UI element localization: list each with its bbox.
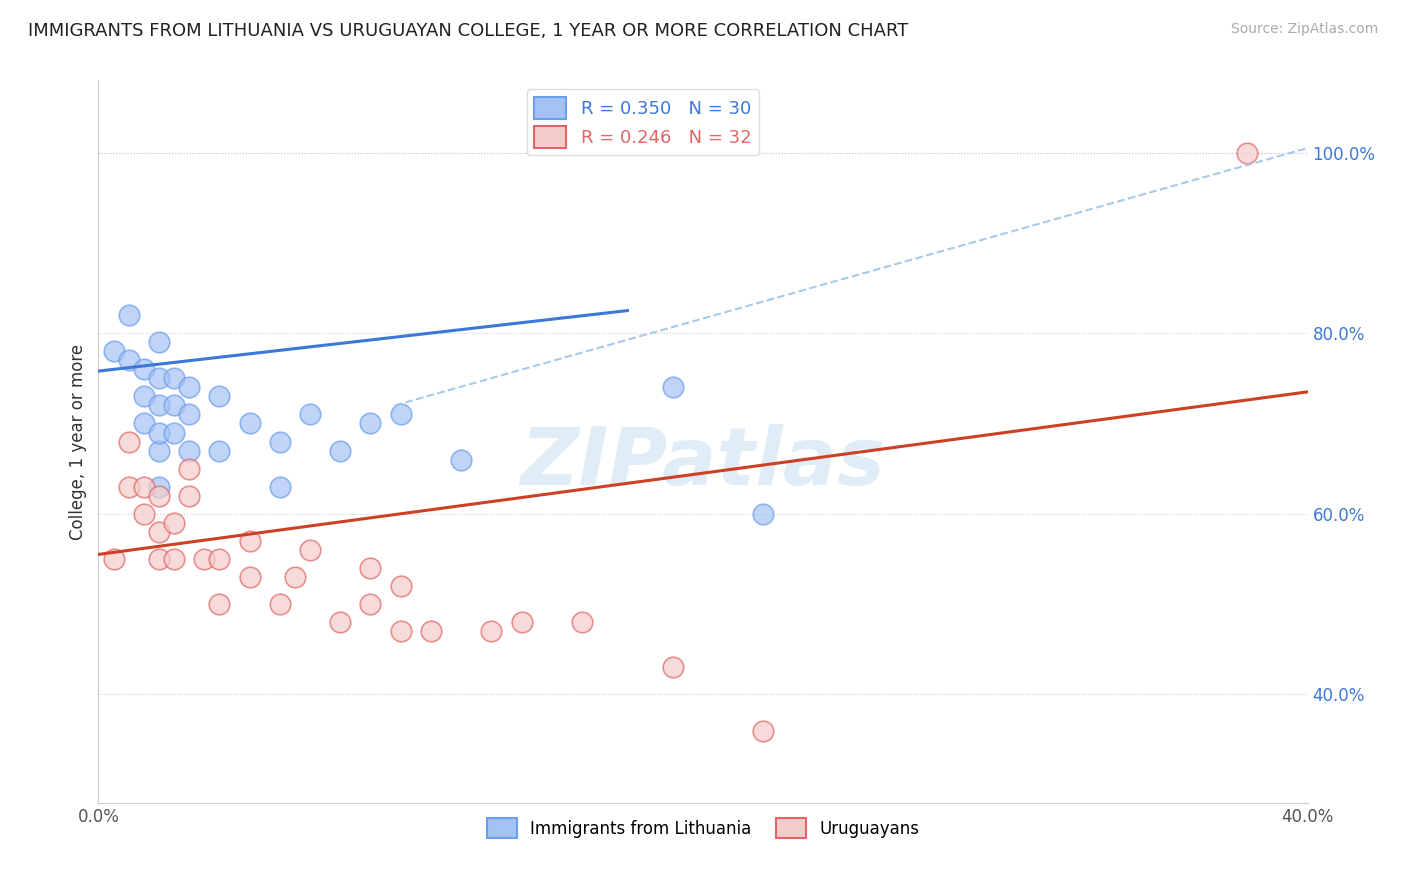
Point — [239, 417, 262, 431]
Point — [163, 425, 186, 440]
Point — [661, 660, 683, 674]
Point — [269, 597, 291, 611]
Point — [148, 480, 170, 494]
Point — [118, 353, 141, 368]
Point — [420, 624, 443, 639]
Point — [208, 552, 231, 566]
Point — [148, 489, 170, 503]
Point — [148, 398, 170, 412]
Point — [132, 507, 155, 521]
Point — [148, 552, 170, 566]
Point — [299, 542, 322, 557]
Point — [118, 480, 141, 494]
Point — [148, 443, 170, 458]
Point — [389, 624, 412, 639]
Point — [389, 408, 412, 422]
Point — [103, 344, 125, 359]
Point — [510, 615, 533, 630]
Point — [239, 570, 262, 584]
Point — [103, 552, 125, 566]
Y-axis label: College, 1 year or more: College, 1 year or more — [69, 343, 87, 540]
Point — [132, 389, 155, 403]
Point — [118, 308, 141, 322]
Point — [148, 371, 170, 385]
Point — [389, 579, 412, 593]
Point — [148, 335, 170, 350]
Point — [179, 443, 201, 458]
Point — [163, 398, 186, 412]
Point — [132, 480, 155, 494]
Point — [752, 507, 775, 521]
Legend: Immigrants from Lithuania, Uruguayans: Immigrants from Lithuania, Uruguayans — [479, 812, 927, 845]
Point — [163, 371, 186, 385]
Point — [752, 723, 775, 738]
Point — [132, 362, 155, 376]
Point — [148, 524, 170, 539]
Point — [193, 552, 215, 566]
Point — [208, 597, 231, 611]
Point — [450, 452, 472, 467]
Text: ZIPatlas: ZIPatlas — [520, 425, 886, 502]
Point — [284, 570, 307, 584]
Point — [1236, 145, 1258, 160]
Point — [360, 417, 382, 431]
Point — [118, 434, 141, 449]
Text: Source: ZipAtlas.com: Source: ZipAtlas.com — [1230, 22, 1378, 37]
Point — [208, 389, 231, 403]
Point — [269, 480, 291, 494]
Point — [661, 380, 683, 394]
Point — [360, 561, 382, 575]
Point — [179, 489, 201, 503]
Point — [179, 408, 201, 422]
Point — [239, 533, 262, 548]
Text: IMMIGRANTS FROM LITHUANIA VS URUGUAYAN COLLEGE, 1 YEAR OR MORE CORRELATION CHART: IMMIGRANTS FROM LITHUANIA VS URUGUAYAN C… — [28, 22, 908, 40]
Point — [132, 417, 155, 431]
Point — [481, 624, 503, 639]
Point — [179, 380, 201, 394]
Point — [329, 443, 352, 458]
Point — [360, 597, 382, 611]
Point — [269, 434, 291, 449]
Point — [299, 408, 322, 422]
Point — [148, 425, 170, 440]
Point — [163, 516, 186, 530]
Point — [179, 461, 201, 475]
Point — [329, 615, 352, 630]
Point — [163, 552, 186, 566]
Point — [208, 443, 231, 458]
Point — [571, 615, 593, 630]
